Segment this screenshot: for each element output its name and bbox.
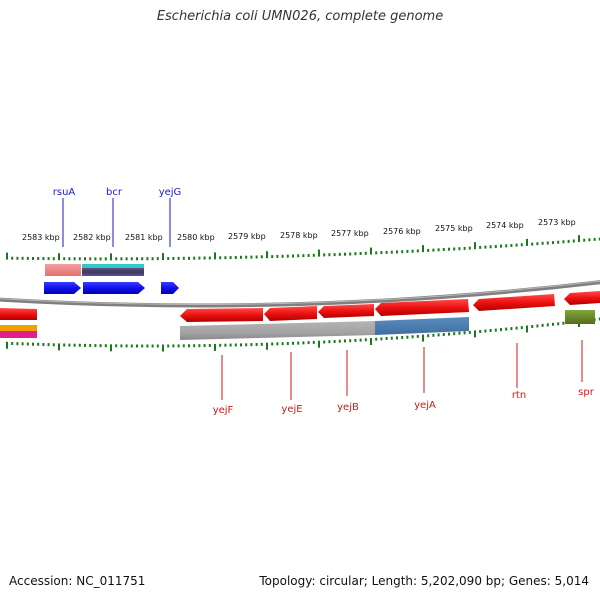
- annotation-band-magenta: [0, 331, 37, 338]
- genome-backbone-highlight: [0, 280, 600, 305]
- annotation-band-steelblue: [375, 317, 469, 335]
- gene-spr[interactable]: [564, 291, 600, 305]
- annotation-band-orange: [0, 325, 37, 331]
- accession-text: Accession: NC_011751: [9, 574, 146, 588]
- gene-yejA[interactable]: [375, 299, 469, 316]
- gene-label-yejF: yejF: [213, 405, 234, 416]
- gene-partial-left: [0, 308, 37, 320]
- gene-yejG[interactable]: [161, 282, 179, 294]
- kbp-label: 2578 kbp: [280, 231, 318, 240]
- annotation-band-slate: [82, 270, 144, 274]
- kbp-tick-row-bottom: [6, 317, 600, 352]
- kbp-label: 2579 kbp: [228, 232, 266, 241]
- map-title: Escherichia coli UMN026, complete genome: [156, 9, 444, 24]
- kbp-tick-row-top: [6, 235, 600, 261]
- annotation-band-pink: [45, 264, 81, 276]
- gene-label-rsuA: rsuA: [53, 187, 76, 198]
- forward-gene-labels: rsuA bcr yejG: [53, 187, 182, 247]
- kbp-label: 2583 kbp: [22, 233, 60, 242]
- kbp-label: 2581 kbp: [125, 233, 163, 242]
- gene-label-yejG: yejG: [159, 187, 182, 198]
- forward-genes: [44, 282, 179, 294]
- kbp-label: 2574 kbp: [486, 221, 524, 230]
- annotation-band-olive: [565, 310, 595, 324]
- reverse-genes: [180, 291, 600, 322]
- annotation-band-gray: [180, 321, 375, 340]
- gene-bcr[interactable]: [83, 282, 145, 294]
- annotation-band-cyan: [82, 264, 144, 268]
- kbp-label: 2582 kbp: [73, 233, 111, 242]
- kbp-label: 2575 kbp: [435, 224, 473, 233]
- gene-label-spr: spr: [578, 387, 595, 398]
- left-edge-features: [0, 308, 37, 338]
- genome-backbone: [0, 280, 600, 308]
- gene-rtn[interactable]: [473, 294, 555, 311]
- reverse-annotation-bands: [180, 310, 595, 340]
- gene-rsuA[interactable]: [44, 282, 81, 294]
- reverse-gene-labels: yejF yejE yejB yejA rtn spr: [213, 340, 595, 416]
- kbp-label: 2573 kbp: [538, 218, 576, 227]
- gene-label-yejA: yejA: [414, 400, 436, 411]
- gene-yejB[interactable]: [318, 304, 374, 318]
- kbp-label: 2576 kbp: [383, 227, 421, 236]
- gene-label-yejB: yejB: [337, 402, 359, 413]
- gene-label-yejE: yejE: [281, 404, 302, 415]
- gene-label-rtn: rtn: [512, 390, 526, 401]
- gene-yejF[interactable]: [180, 308, 263, 322]
- forward-annotation-bands: [45, 264, 144, 276]
- kbp-scale-labels: 2583 kbp 2582 kbp 2581 kbp 2580 kbp 2579…: [22, 218, 576, 242]
- gene-label-bcr: bcr: [106, 187, 123, 198]
- kbp-label: 2577 kbp: [331, 229, 369, 238]
- kbp-label: 2580 kbp: [177, 233, 215, 242]
- gene-yejE[interactable]: [264, 306, 317, 321]
- genome-summary-text: Topology: circular; Length: 5,202,090 bp…: [259, 574, 589, 588]
